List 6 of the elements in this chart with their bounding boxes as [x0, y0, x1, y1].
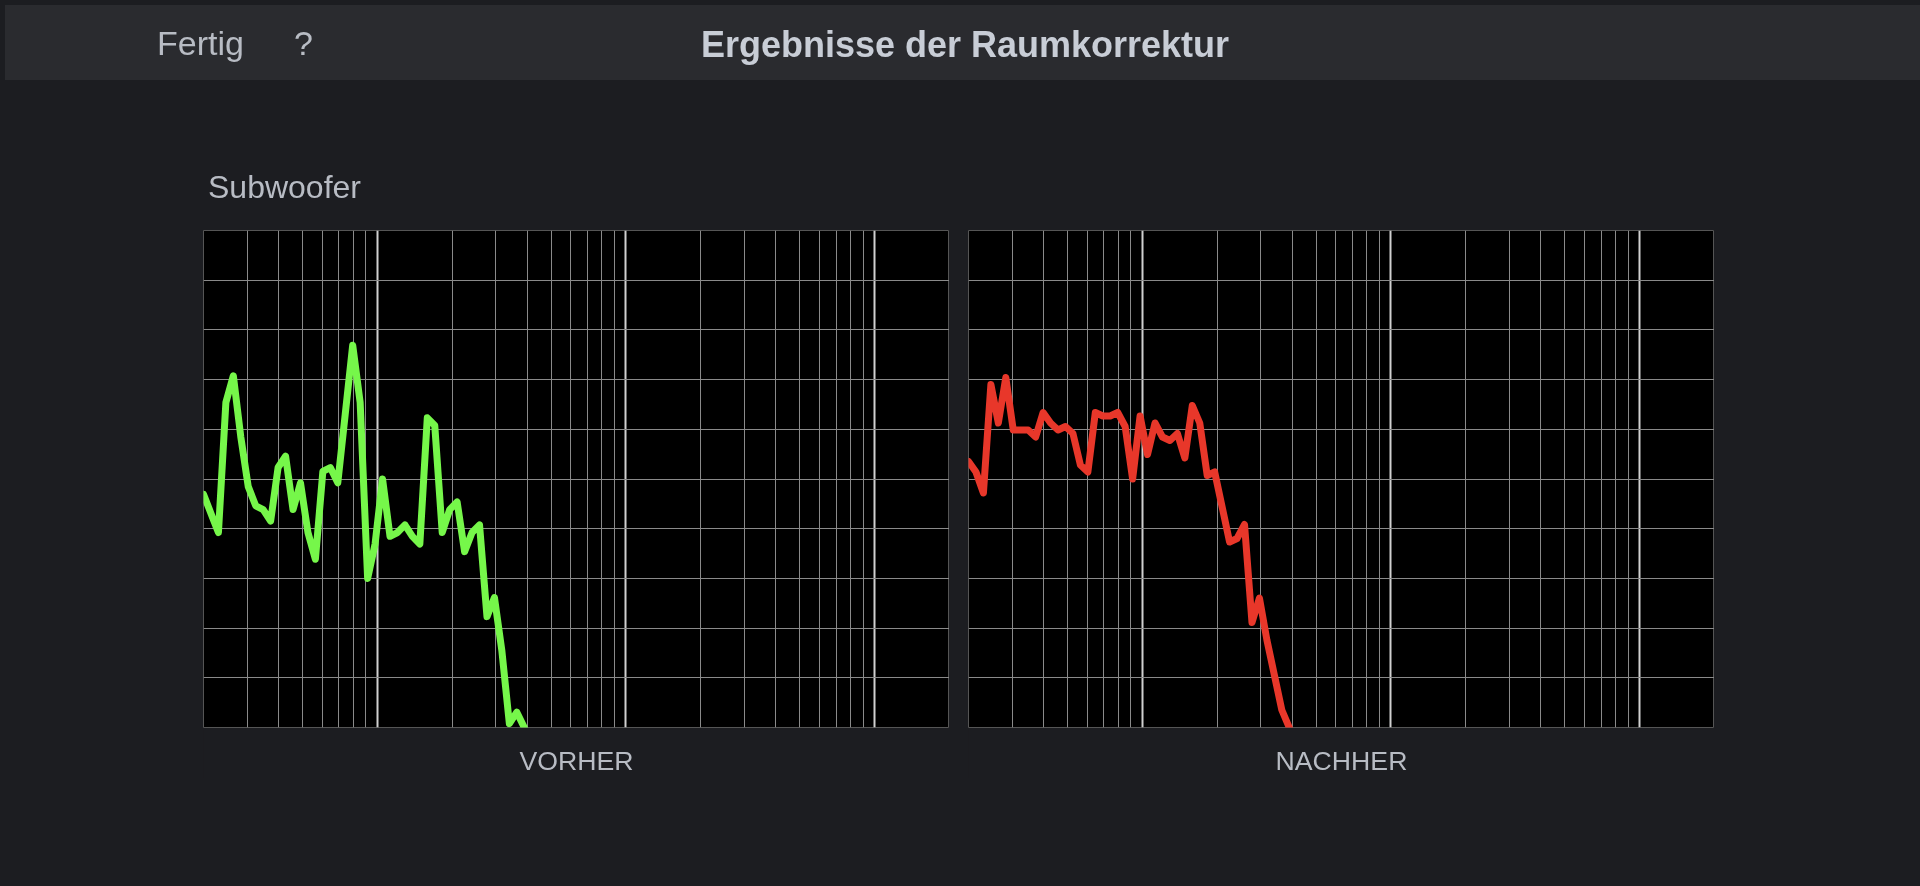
- chart-subtitle: Subwoofer: [208, 168, 361, 207]
- text: ?: [293, 24, 313, 62]
- chart-title: Ergebnisse der Raumkorrektur: [700, 24, 1230, 65]
- x-axis-title: NACHHER: [1275, 745, 1408, 776]
- x-axis-title: VORHER: [519, 745, 634, 776]
- text: Fertig: [157, 24, 244, 62]
